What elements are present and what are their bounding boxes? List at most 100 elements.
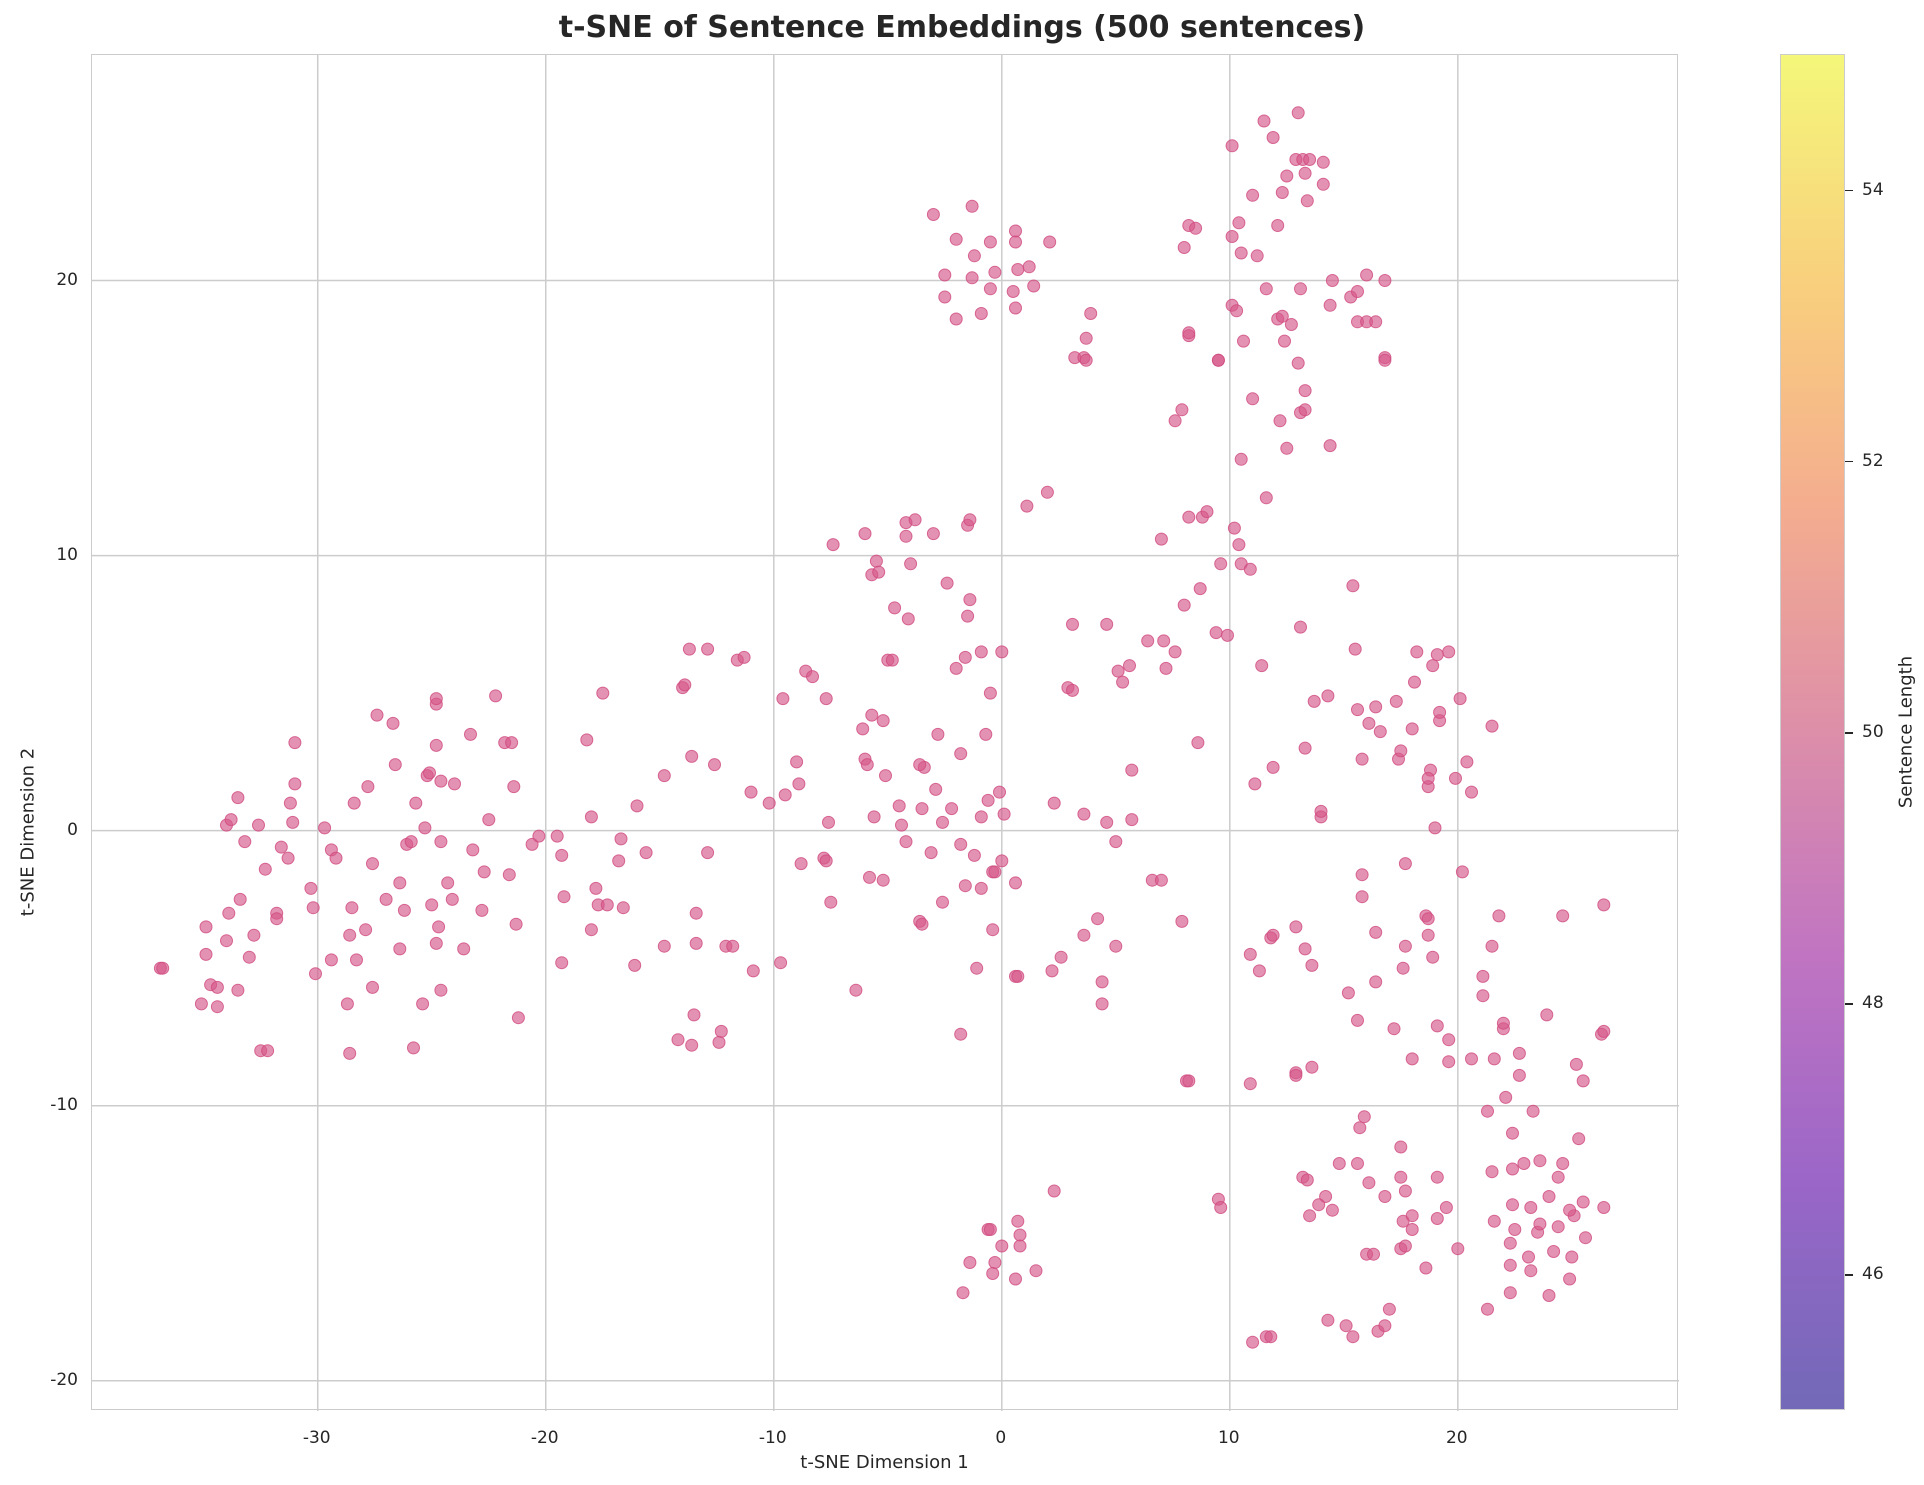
- data-point: [974, 810, 988, 824]
- data-point: [1367, 1247, 1380, 1261]
- data-point: [1232, 538, 1246, 552]
- data-point: [1045, 964, 1059, 978]
- colorbar-tick-mark: [1845, 189, 1853, 192]
- data-point: [1398, 1184, 1412, 1198]
- data-point: [1182, 1074, 1196, 1088]
- data-point: [231, 983, 245, 997]
- data-point: [689, 936, 703, 950]
- data-point: [1355, 890, 1369, 904]
- data-point: [511, 1011, 525, 1025]
- data-point: [993, 785, 1006, 799]
- data-point: [1517, 1157, 1531, 1170]
- data-point: [1157, 634, 1171, 648]
- data-point: [210, 980, 224, 994]
- data-point: [286, 815, 300, 829]
- data-point: [1225, 230, 1239, 243]
- data-point: [863, 870, 876, 884]
- data-point: [366, 980, 379, 994]
- data-point: [1433, 705, 1447, 719]
- data-point: [1524, 1201, 1538, 1214]
- data-point: [1487, 1052, 1501, 1066]
- data-point: [329, 851, 343, 865]
- data-point: [1551, 1170, 1565, 1184]
- data-point: [983, 235, 997, 249]
- data-point: [687, 1008, 701, 1022]
- data-point: [1579, 1231, 1592, 1245]
- plot-area: [91, 54, 1679, 1411]
- data-point: [224, 813, 238, 827]
- data-point: [429, 738, 443, 752]
- data-point: [824, 895, 838, 909]
- data-point: [995, 1239, 1009, 1253]
- data-point: [908, 513, 922, 527]
- data-point: [997, 807, 1011, 821]
- data-point: [915, 802, 929, 816]
- data-point: [1408, 675, 1421, 689]
- data-point: [1168, 414, 1182, 428]
- data-point: [550, 829, 564, 843]
- data-point: [1100, 617, 1114, 631]
- data-point: [1394, 1140, 1408, 1154]
- data-point: [1362, 1176, 1376, 1190]
- data-point: [1551, 1220, 1565, 1234]
- data-point: [1246, 1335, 1260, 1349]
- data-point: [1430, 1019, 1444, 1033]
- data-point: [1378, 274, 1392, 287]
- data-point: [1355, 752, 1369, 766]
- data-point: [1569, 1057, 1583, 1071]
- data-point: [1294, 282, 1307, 296]
- data-point: [1300, 1173, 1314, 1187]
- data-point: [1572, 1132, 1586, 1146]
- data-point: [983, 282, 997, 296]
- data-point: [1321, 689, 1335, 703]
- data-point: [1091, 912, 1105, 926]
- data-point: [233, 892, 247, 906]
- data-point: [1563, 1203, 1577, 1217]
- data-point: [963, 1256, 977, 1269]
- data-point: [1305, 958, 1319, 972]
- data-point: [304, 881, 318, 895]
- data-point: [689, 906, 703, 920]
- data-point: [1355, 868, 1369, 882]
- data-point: [555, 956, 569, 970]
- data-point: [974, 881, 988, 895]
- data-point: [1485, 719, 1499, 733]
- data-point: [1095, 975, 1109, 989]
- data-point: [915, 917, 929, 931]
- data-point: [1266, 928, 1280, 942]
- data-point: [988, 865, 1002, 879]
- data-point: [388, 758, 402, 772]
- data-point: [1499, 1090, 1513, 1104]
- data-point: [1465, 1052, 1478, 1066]
- data-point: [1346, 1330, 1360, 1344]
- data-point: [1398, 939, 1412, 953]
- data-point: [1232, 216, 1246, 230]
- data-point: [776, 692, 790, 706]
- data-point: [194, 997, 208, 1011]
- data-point: [1252, 964, 1266, 978]
- data-point: [1430, 648, 1444, 662]
- data-point: [876, 873, 890, 887]
- data-point: [988, 265, 1002, 279]
- colorbar-tick-label: 50: [1862, 722, 1884, 742]
- data-point: [1339, 1319, 1353, 1333]
- data-point: [457, 942, 471, 956]
- data-point: [1230, 304, 1244, 318]
- data-point: [1351, 703, 1364, 717]
- data-point: [1492, 909, 1506, 923]
- data-point: [1250, 249, 1264, 263]
- x-tick-label: 10: [1217, 1428, 1240, 1448]
- data-point: [589, 881, 603, 895]
- data-point: [416, 997, 430, 1011]
- data-point: [283, 796, 297, 810]
- data-point: [1243, 947, 1257, 961]
- data-point: [507, 780, 521, 794]
- data-point: [361, 780, 375, 794]
- data-point: [1563, 1272, 1577, 1286]
- data-point: [1542, 1190, 1556, 1203]
- colorbar-tick-mark: [1845, 732, 1853, 734]
- data-point: [525, 837, 539, 851]
- data-point: [1125, 763, 1139, 777]
- data-point: [1373, 725, 1387, 739]
- data-point: [1325, 1203, 1339, 1217]
